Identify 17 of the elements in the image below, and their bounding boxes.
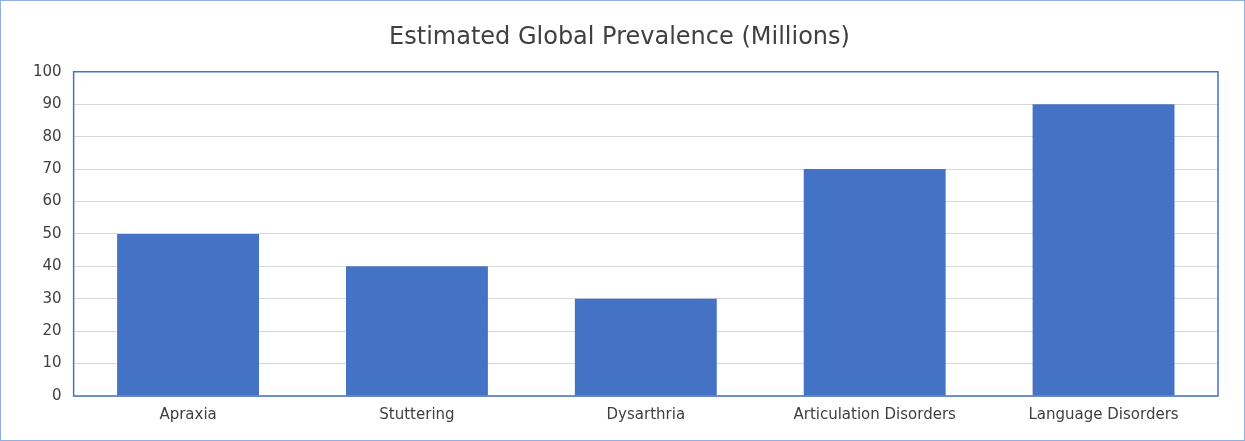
y-tick-label: 70 bbox=[42, 158, 62, 177]
y-tick-label: 10 bbox=[42, 353, 62, 372]
y-tick-label: 100 bbox=[32, 61, 62, 80]
y-tick-label: 40 bbox=[42, 256, 62, 275]
x-tick-label: Language Disorders bbox=[1028, 404, 1179, 423]
y-tick-label: 90 bbox=[42, 94, 62, 113]
y-tick-label: 20 bbox=[42, 321, 62, 340]
x-tick-label: Stuttering bbox=[379, 404, 455, 423]
y-tick-label: 0 bbox=[52, 385, 62, 404]
chart-title: Estimated Global Prevalence (Millions) bbox=[389, 21, 850, 50]
y-tick-label: 80 bbox=[42, 126, 62, 145]
x-tick-label: Articulation Disorders bbox=[793, 404, 957, 423]
y-tick-label: 50 bbox=[42, 223, 62, 242]
x-tick-label: Apraxia bbox=[159, 404, 217, 423]
y-tick-label: 60 bbox=[42, 191, 62, 210]
y-tick-label: 30 bbox=[42, 288, 62, 307]
x-tick-label: Dysarthria bbox=[606, 404, 686, 423]
